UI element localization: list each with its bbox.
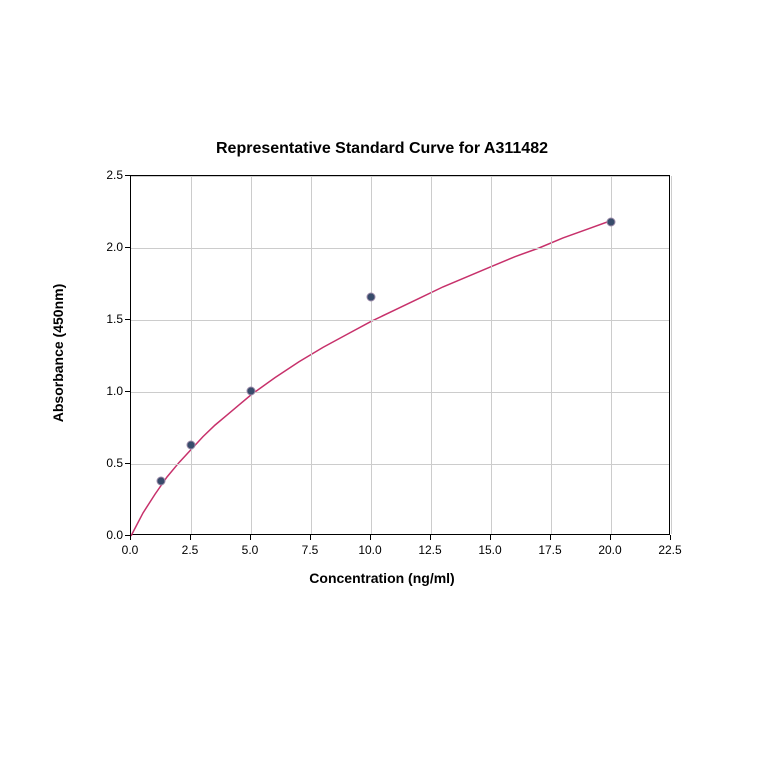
- grid-line-horizontal: [131, 464, 669, 465]
- grid-line-vertical: [491, 176, 492, 534]
- x-tick-label: 12.5: [418, 543, 441, 557]
- x-tick-mark: [550, 535, 551, 540]
- x-tick-label: 15.0: [478, 543, 501, 557]
- x-tick-mark: [130, 535, 131, 540]
- x-tick-mark: [670, 535, 671, 540]
- x-tick-mark: [610, 535, 611, 540]
- y-tick-mark: [125, 391, 130, 392]
- chart-container: Representative Standard Curve for A31148…: [0, 0, 764, 764]
- y-tick-mark: [125, 175, 130, 176]
- y-tick-mark: [125, 247, 130, 248]
- x-tick-label: 17.5: [538, 543, 561, 557]
- y-tick-label: 2.0: [95, 240, 123, 254]
- grid-line-horizontal: [131, 176, 669, 177]
- x-tick-label: 7.5: [302, 543, 319, 557]
- data-point: [157, 477, 166, 486]
- x-tick-label: 10.0: [358, 543, 381, 557]
- grid-line-horizontal: [131, 392, 669, 393]
- x-tick-mark: [430, 535, 431, 540]
- grid-line-vertical: [671, 176, 672, 534]
- grid-line-vertical: [311, 176, 312, 534]
- data-point: [367, 292, 376, 301]
- plot-area: [130, 175, 670, 535]
- grid-line-vertical: [191, 176, 192, 534]
- x-tick-mark: [490, 535, 491, 540]
- y-tick-label: 0.0: [95, 528, 123, 542]
- x-tick-label: 20.0: [598, 543, 621, 557]
- y-axis-label: Absorbance (450nm): [50, 253, 66, 453]
- x-tick-mark: [310, 535, 311, 540]
- grid-line-vertical: [251, 176, 252, 534]
- grid-line-horizontal: [131, 320, 669, 321]
- grid-line-vertical: [551, 176, 552, 534]
- x-tick-mark: [370, 535, 371, 540]
- x-tick-mark: [250, 535, 251, 540]
- data-point: [187, 441, 196, 450]
- y-tick-mark: [125, 535, 130, 536]
- data-point: [247, 386, 256, 395]
- data-point: [607, 218, 616, 227]
- grid-line-vertical: [611, 176, 612, 534]
- y-tick-label: 1.5: [95, 312, 123, 326]
- y-tick-label: 0.5: [95, 456, 123, 470]
- x-tick-mark: [190, 535, 191, 540]
- x-tick-label: 22.5: [658, 543, 681, 557]
- x-tick-label: 0.0: [122, 543, 139, 557]
- grid-line-horizontal: [131, 248, 669, 249]
- grid-line-vertical: [371, 176, 372, 534]
- chart-title: Representative Standard Curve for A31148…: [0, 140, 764, 158]
- y-tick-label: 1.0: [95, 384, 123, 398]
- grid-line-vertical: [431, 176, 432, 534]
- curve-layer: [131, 176, 671, 536]
- y-tick-mark: [125, 319, 130, 320]
- x-axis-label: Concentration (ng/ml): [0, 570, 764, 586]
- y-tick-mark: [125, 463, 130, 464]
- y-tick-label: 2.5: [95, 168, 123, 182]
- x-tick-label: 2.5: [182, 543, 199, 557]
- x-tick-label: 5.0: [242, 543, 259, 557]
